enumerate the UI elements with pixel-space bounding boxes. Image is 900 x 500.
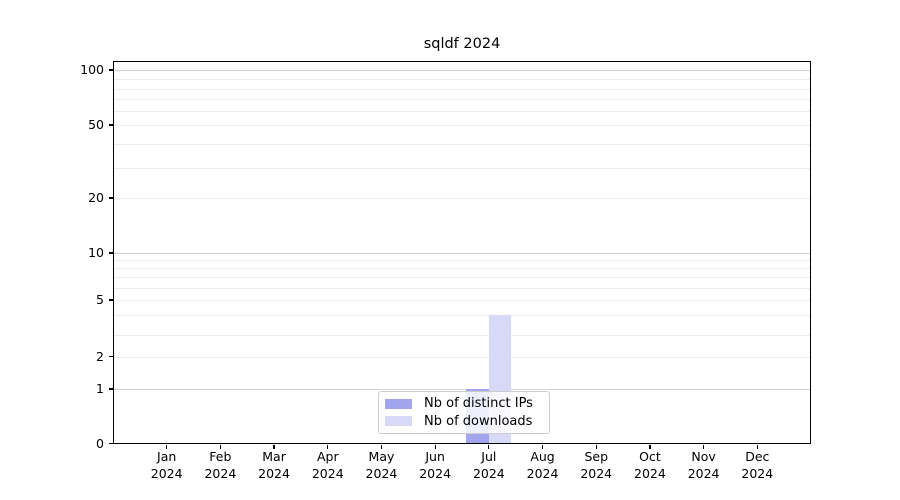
x-tick-month: Dec bbox=[745, 449, 770, 464]
gridline-major bbox=[113, 253, 811, 254]
x-tick-year: 2024 bbox=[526, 465, 559, 481]
gridline-major bbox=[113, 70, 811, 71]
x-tick-year: 2024 bbox=[687, 465, 720, 481]
y-tick-label: 100 bbox=[80, 62, 104, 78]
gridline-minor bbox=[113, 356, 811, 358]
gridline-minor bbox=[113, 198, 811, 199]
x-tick-year: 2024 bbox=[472, 465, 505, 481]
x-tick-mark bbox=[595, 444, 597, 449]
x-tick-month: Aug bbox=[530, 449, 555, 464]
x-tick-year: 2024 bbox=[204, 465, 237, 481]
x-tick-label: May 2024 bbox=[366, 449, 398, 482]
chart-title: sqldf 2024 bbox=[423, 36, 501, 52]
y-tick-mark bbox=[108, 69, 113, 71]
x-tick-mark bbox=[219, 444, 221, 449]
x-tick-month: Jun bbox=[425, 449, 445, 464]
x-tick-year: 2024 bbox=[741, 465, 774, 481]
legend-item-distinct-ips: Nb of distinct IPs bbox=[385, 395, 543, 413]
y-tick-mark bbox=[108, 299, 113, 301]
legend-swatch-distinct-ips bbox=[385, 398, 412, 409]
y-tick-mark bbox=[108, 388, 113, 390]
x-tick-year: 2024 bbox=[365, 465, 398, 481]
x-tick-mark bbox=[756, 444, 758, 449]
x-tick-month: Jan bbox=[157, 449, 177, 464]
x-tick-label: Apr 2024 bbox=[312, 449, 344, 482]
x-tick-year: 2024 bbox=[634, 465, 666, 481]
x-tick-mark bbox=[380, 444, 383, 449]
y-tick-label: 0 bbox=[96, 435, 104, 451]
x-tick-label: Jul 2024 bbox=[473, 449, 505, 482]
gridline-minor bbox=[113, 267, 811, 269]
x-tick-label: Jun 2024 bbox=[419, 449, 451, 482]
x-tick-mark bbox=[488, 444, 490, 449]
gridline-minor bbox=[113, 99, 811, 100]
y-tick-label: 20 bbox=[88, 190, 104, 206]
x-tick-label: Feb 2024 bbox=[204, 449, 236, 482]
x-tick-year: 2024 bbox=[258, 465, 290, 481]
x-tick-label: Aug 2024 bbox=[527, 449, 559, 482]
x-tick-month: Mar bbox=[262, 449, 286, 464]
x-tick-mark bbox=[327, 444, 329, 449]
legend-swatch-downloads bbox=[385, 416, 412, 427]
x-tick-year: 2024 bbox=[150, 465, 183, 481]
gridline-minor bbox=[113, 168, 811, 169]
y-tick-mark bbox=[108, 252, 113, 254]
gridline-minor bbox=[113, 143, 811, 145]
x-tick-mark bbox=[703, 444, 705, 449]
gridline-minor bbox=[113, 300, 811, 301]
gridline-minor bbox=[113, 259, 811, 261]
x-tick-month: Apr bbox=[316, 449, 339, 464]
y-tick-label: 2 bbox=[96, 348, 104, 364]
x-tick-year: 2024 bbox=[419, 465, 452, 481]
x-tick-month: Feb bbox=[209, 449, 232, 464]
y-tick-label: 10 bbox=[88, 245, 104, 261]
x-tick-mark bbox=[273, 444, 275, 449]
y-tick-mark bbox=[108, 442, 113, 445]
gridline-minor bbox=[113, 78, 811, 80]
legend-label-distinct-ips: Nb of distinct IPs bbox=[424, 396, 533, 412]
x-tick-mark bbox=[541, 444, 544, 449]
x-tick-label: Jan 2024 bbox=[151, 449, 183, 482]
x-tick-month: Nov bbox=[691, 449, 716, 464]
x-tick-month: Jul bbox=[481, 449, 497, 464]
gridline-minor bbox=[113, 125, 811, 126]
y-tick-label: 5 bbox=[96, 292, 104, 308]
gridline-minor bbox=[113, 277, 811, 278]
gridline-major bbox=[113, 389, 811, 390]
x-tick-mark bbox=[649, 444, 651, 449]
x-tick-label: Oct 2024 bbox=[634, 449, 666, 482]
x-tick-month: May bbox=[368, 449, 395, 464]
y-tick-mark bbox=[108, 197, 113, 199]
gridline-minor bbox=[113, 111, 811, 112]
x-tick-year: 2024 bbox=[580, 465, 613, 481]
y-tick-label: 1 bbox=[96, 381, 104, 397]
y-tick-label: 50 bbox=[88, 117, 104, 133]
y-tick-mark bbox=[108, 355, 113, 358]
x-tick-label: Dec 2024 bbox=[741, 449, 773, 482]
gridline-minor bbox=[113, 335, 811, 336]
plot-area: Nb of distinct IPs Nb of downloads bbox=[113, 61, 811, 444]
legend-item-downloads: Nb of downloads bbox=[385, 413, 543, 431]
x-tick-mark bbox=[166, 444, 168, 449]
gridline-minor bbox=[113, 314, 811, 316]
x-tick-label: Nov 2024 bbox=[688, 449, 720, 482]
x-tick-month: Oct bbox=[639, 449, 661, 464]
y-tick-mark bbox=[108, 124, 113, 126]
gridline-minor bbox=[113, 88, 811, 90]
legend: Nb of distinct IPs Nb of downloads bbox=[378, 391, 550, 434]
x-tick-mark bbox=[434, 444, 436, 449]
x-tick-label: Sep 2024 bbox=[580, 449, 612, 482]
legend-label-downloads: Nb of downloads bbox=[424, 413, 533, 429]
x-tick-month: Sep bbox=[584, 449, 608, 464]
x-tick-label: Mar 2024 bbox=[258, 449, 290, 482]
gridline-minor bbox=[113, 287, 811, 289]
x-tick-year: 2024 bbox=[311, 465, 344, 481]
